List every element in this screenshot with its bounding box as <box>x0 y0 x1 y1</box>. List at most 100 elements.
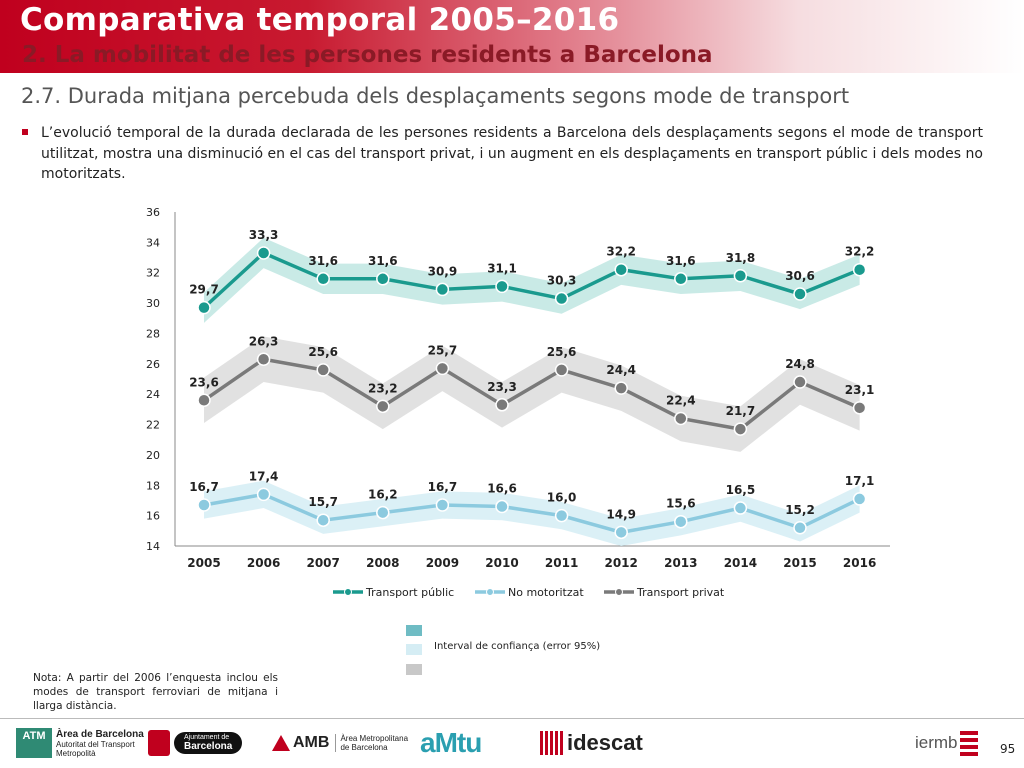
ci-swatch-public <box>406 625 422 636</box>
x-tick-label: 2008 <box>366 556 399 570</box>
data-point <box>316 272 330 286</box>
data-point <box>316 363 330 377</box>
x-tick-label: 2014 <box>724 556 757 570</box>
y-tick-label: 30 <box>146 297 160 310</box>
data-label: 16,6 <box>487 482 517 496</box>
data-label: 16,0 <box>547 491 577 505</box>
x-tick-label: 2009 <box>426 556 459 570</box>
data-point <box>316 513 330 527</box>
data-point <box>733 422 748 436</box>
legend-marker <box>486 588 494 596</box>
y-tick-label: 28 <box>146 327 160 340</box>
data-point <box>495 398 509 412</box>
data-label: 24,4 <box>606 363 636 377</box>
series-line <box>202 250 861 309</box>
data-label: 14,9 <box>606 507 636 521</box>
data-point <box>435 361 450 376</box>
data-point <box>376 272 390 286</box>
idescat-logo: idescat <box>540 726 643 760</box>
data-label: 16,7 <box>428 480 458 494</box>
idescat-mark-icon <box>540 731 564 755</box>
data-label: 25,6 <box>547 345 577 359</box>
data-point <box>852 262 867 277</box>
data-label: 17,1 <box>845 474 875 488</box>
ci-band <box>204 480 860 546</box>
data-point <box>793 375 807 389</box>
line-chart: 14 16 18 20 22 24 26 28 30 32 34 36 2005 2006 2007 2008… <box>146 206 890 599</box>
atm-logo-mark: ATM <box>16 728 52 758</box>
data-label: 32,2 <box>845 245 875 259</box>
x-tick-label: 2005 <box>187 556 220 570</box>
ci-swatch-nonmotor <box>406 644 422 655</box>
iermb-mark-icon <box>959 730 978 756</box>
amtu-logo-text: aMtu <box>420 727 482 758</box>
x-tick-label: 2006 <box>247 556 280 570</box>
data-label: 24,8 <box>785 357 815 371</box>
data-point <box>852 492 867 506</box>
data-label: 16,2 <box>368 488 398 502</box>
y-tick-label: 14 <box>146 540 160 553</box>
atm-logo-sub1: Autoritat del Transport <box>56 739 135 749</box>
y-tick-label: 36 <box>146 206 160 219</box>
idescat-logo-text: idescat <box>567 730 643 755</box>
data-point <box>733 269 748 283</box>
y-tick-label: 22 <box>146 419 160 432</box>
data-point <box>674 411 688 426</box>
data-label: 31,8 <box>726 251 756 265</box>
ajuntament-shield-icon <box>148 730 170 756</box>
x-tick-label: 2011 <box>545 556 578 570</box>
ci-band <box>204 237 860 323</box>
ci-swatch-private <box>406 664 422 675</box>
footnote: Nota: A partir del 2006 l’enquesta inclo… <box>33 672 278 712</box>
data-label: 22,4 <box>666 393 696 407</box>
atm-logo-sub2: Metropolità <box>56 748 96 758</box>
data-point <box>197 393 211 408</box>
data-point <box>197 498 211 512</box>
data-point <box>376 505 390 520</box>
amb-logo: AMB Àrea Metropolitana de Barcelona <box>272 726 408 760</box>
data-label: 25,6 <box>308 345 338 359</box>
data-label: 23,2 <box>368 381 398 395</box>
data-point <box>197 300 211 315</box>
footer-divider <box>0 718 1024 719</box>
data-label: 17,4 <box>249 469 279 483</box>
data-label: 15,7 <box>308 495 338 509</box>
data-label: 33,3 <box>249 228 279 242</box>
amb-logo-sub2: de Barcelona <box>340 743 388 752</box>
data-label: 29,7 <box>189 283 219 297</box>
data-label: 30,3 <box>547 274 577 288</box>
amb-triangle-icon <box>272 735 290 751</box>
legend-label: No motoritzat <box>508 586 584 599</box>
legend-marker <box>615 588 623 596</box>
amb-logo-sub1: Àrea Metropolitana <box>340 734 409 743</box>
legend-marker <box>344 588 352 596</box>
amtu-logo: aMtu <box>420 726 482 760</box>
ci-legend-label: Interval de confiança (error 95%) <box>434 641 601 652</box>
x-tick-label: 2013 <box>664 556 697 570</box>
data-label: 23,6 <box>189 375 219 389</box>
y-tick-label: 18 <box>146 479 160 492</box>
data-label: 32,2 <box>606 245 636 259</box>
bullet-marker <box>22 129 28 135</box>
data-point <box>852 401 867 415</box>
ajuntament-logo: Ajuntament de Barcelona <box>148 726 243 760</box>
data-point <box>674 272 688 286</box>
data-point <box>495 499 509 514</box>
series-line <box>203 492 861 535</box>
data-point <box>256 487 271 502</box>
data-point <box>495 279 509 294</box>
y-tick-label: 20 <box>146 449 160 462</box>
data-point <box>435 498 450 512</box>
data-point <box>793 521 807 535</box>
x-tick-label: 2012 <box>604 556 637 570</box>
iermb-logo: iermb <box>915 726 978 760</box>
data-label: 21,7 <box>726 404 756 418</box>
series-line <box>203 357 861 431</box>
data-label: 25,7 <box>428 343 458 357</box>
y-tick-label: 34 <box>146 236 160 249</box>
data-label: 23,3 <box>487 380 517 394</box>
data-point <box>256 352 271 367</box>
iermb-logo-text: iermb <box>915 733 958 752</box>
header-banner: Comparativa temporal 2005–2016 2. La mob… <box>0 0 1024 73</box>
section-title: 2.7. Durada mitjana percebuda dels despl… <box>21 84 850 108</box>
